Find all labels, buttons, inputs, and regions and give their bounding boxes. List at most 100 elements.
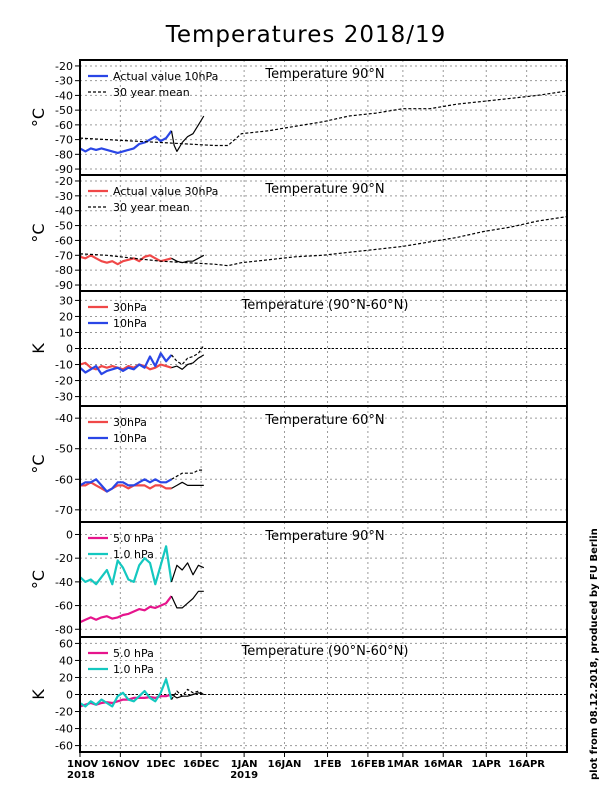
series-line: [80, 481, 172, 493]
x-tick-label: 1JAN: [231, 759, 258, 770]
y-tick-label: 10: [59, 326, 73, 339]
x-tick-label: 16DEC: [183, 759, 219, 770]
x-tick-label: 1APR: [471, 759, 501, 770]
x-tick-label: 16FEB: [350, 759, 385, 770]
y-tick-label: 0: [66, 528, 73, 541]
y-tick-label: -30: [55, 391, 73, 404]
y-axis-label: K: [29, 689, 48, 700]
series-line: [79, 90, 568, 147]
series-line: [79, 478, 173, 493]
series-line: [171, 344, 205, 366]
y-tick-label: -80: [55, 623, 73, 636]
panel-title: Temperature 60°N: [264, 413, 384, 428]
panel-title: Temperature 90°N: [264, 529, 384, 544]
x-year-label: 2018: [67, 770, 95, 781]
series-line: [171, 254, 205, 264]
y-tick-label: -70: [55, 249, 73, 262]
series-line: [171, 469, 204, 480]
panel-4: -40 -50 -60 -70 30hPa 10hPa Temperature 60°N °C: [29, 405, 568, 523]
x-tick-label: 16MAR: [424, 759, 464, 770]
panel-5: 0 -20 -40 -60 -80 5.0 hPa 1.0 hPa Temperature 9…: [29, 521, 568, 638]
y-tick-label: -60: [55, 740, 73, 753]
series-line: [170, 562, 205, 583]
y-tick-label: -40: [55, 576, 73, 589]
series-line: [79, 216, 568, 267]
panel-6: 60 40 20 0 -20 -40 -60 5.0 hPa 1.0 hPa Temperatur…: [29, 636, 568, 753]
legend-label: 10hPa: [113, 432, 147, 445]
y-tick-label: 0: [66, 689, 73, 702]
x-tick-label: 1MAR: [387, 759, 420, 770]
y-tick-label: -40: [55, 205, 73, 218]
panel-title: Temperature 90°N: [264, 182, 384, 197]
series-line: [79, 545, 173, 586]
y-tick-label: 60: [59, 637, 73, 650]
x-tick-label: 1NOV: [67, 759, 99, 770]
panel-title: Temperature 90°N: [264, 67, 384, 82]
y-tick-label: -90: [55, 279, 73, 292]
y-axis-label: °C: [29, 223, 48, 242]
panel-2: -20 -30 -40 -50-60 -70 -80 -90 Actual value 30h…: [29, 174, 568, 292]
y-tick-label: -20: [55, 175, 73, 188]
x-year-label: 2019: [230, 770, 258, 781]
x-tick-label: 1FEB: [313, 759, 341, 770]
legend-label: 10hPa: [113, 317, 147, 330]
series-line: [79, 595, 173, 624]
y-tick-label: -80: [55, 148, 73, 161]
legend-label: 1.0 hPa: [113, 663, 154, 676]
y-tick-label: 20: [59, 310, 73, 323]
series-line: [79, 361, 172, 371]
y-axis-label: °C: [29, 570, 48, 589]
legend-label: Actual value 10hPa: [113, 70, 218, 83]
legend-label: Actual value 30hPa: [113, 185, 218, 198]
y-tick-label: -60: [55, 119, 73, 132]
legend-label: 30hPa: [113, 416, 147, 429]
y-tick-label: -30: [55, 75, 73, 88]
x-tick-label: 1DEC: [146, 759, 175, 770]
y-tick-label: -20: [55, 706, 73, 719]
legend-label: 5.0 hPa: [113, 532, 154, 545]
y-tick-label: -20: [55, 375, 73, 388]
y-tick-label: -20: [55, 552, 73, 565]
legend-label: 30 year mean: [113, 201, 190, 214]
panel-3: 30 20 10 0 -10 -20 -30 30hPa 10hPa Temperature (9…: [29, 290, 568, 407]
y-axis-label: K: [29, 343, 48, 354]
y-tick-label: -90: [55, 163, 73, 176]
y-tick-label: -60: [55, 600, 73, 613]
y-tick-label: -30: [55, 190, 73, 203]
y-tick-label: -50: [55, 104, 73, 117]
panel-title: Temperature (90°N-60°N): [241, 298, 409, 313]
y-tick-label: 20: [59, 671, 73, 684]
y-tick-label: -20: [55, 60, 73, 73]
legend-label: 1.0 hPa: [113, 548, 154, 561]
series-line: [170, 688, 205, 700]
x-tick-label: 16JAN: [268, 759, 302, 770]
x-tick-label: 16NOV: [101, 759, 140, 770]
y-tick-label: 0: [66, 343, 73, 356]
y-tick-label: -40: [55, 723, 73, 736]
y-tick-label: -70: [55, 504, 73, 517]
panel-1: -20 -30-40 -50 -60 -70-80 -90 Actual value 10h…: [29, 59, 568, 176]
panel-title: Temperature (90°N-60°N): [241, 644, 409, 659]
y-axis-label: °C: [29, 108, 48, 127]
series-line: [171, 354, 205, 370]
panel-frame: [79, 636, 568, 753]
series-line: [171, 481, 204, 489]
legend-label: 5.0 hPa: [113, 647, 154, 660]
x-tick-label: 16APR: [508, 759, 545, 770]
series-line: [170, 590, 204, 609]
y-tick-label: -10: [55, 359, 73, 372]
series-line: [79, 352, 173, 376]
page-title: Temperatures 2018/19: [165, 22, 447, 48]
series-line: [171, 692, 204, 699]
y-tick-label: -40: [55, 412, 73, 425]
y-tick-label: 30: [59, 294, 73, 307]
y-tick-label: -50: [55, 220, 73, 233]
y-tick-label: -40: [55, 89, 73, 102]
y-tick-label: -70: [55, 134, 73, 147]
series-line: [79, 254, 172, 266]
series-line: [79, 678, 173, 708]
y-tick-label: -60: [55, 234, 73, 247]
y-tick-label: -60: [55, 473, 73, 486]
